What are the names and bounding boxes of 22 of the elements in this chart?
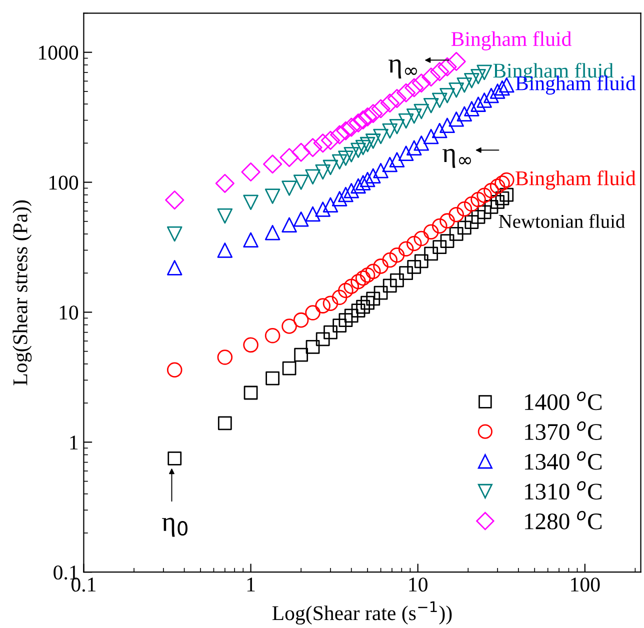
y-tick-label: 1000: [39, 46, 78, 60]
y-tick-label: 100: [49, 176, 78, 190]
x-axis-title: Log(Shear rate (s$^{−1}$)): [272, 601, 452, 625]
annotation: Bingham fluid: [451, 31, 572, 50]
annotation: Newtonian fluid: [498, 214, 625, 228]
x-tick-label: 100: [571, 578, 600, 592]
legend-label: 1310 $^{o}$C: [525, 481, 602, 500]
legend-label: 1370 $^{o}$C: [525, 421, 602, 440]
annotation: η$_{∞}$: [442, 148, 471, 168]
legend-label: 1400 $^{o}$C: [525, 392, 602, 410]
annotation: η$_{∞}$: [388, 59, 417, 78]
annotation: η$_{0}$: [162, 518, 188, 537]
y-tick-label: 1: [70, 436, 78, 450]
legend-label: 1340 $^{o}$C: [525, 451, 602, 470]
legend-label: 1280 $^{o}$C: [525, 510, 602, 530]
x-tick-label: 0.1: [71, 578, 96, 592]
x-tick-label: 1: [247, 578, 255, 592]
annotation: Bingham fluid: [516, 170, 636, 190]
y-tick-label: 10: [60, 306, 78, 320]
y-axis-title: Log(Shear stress (Pa)): [12, 200, 32, 386]
x-tick-label: 10: [409, 578, 428, 592]
y-tick-label: 0.1: [54, 565, 78, 580]
